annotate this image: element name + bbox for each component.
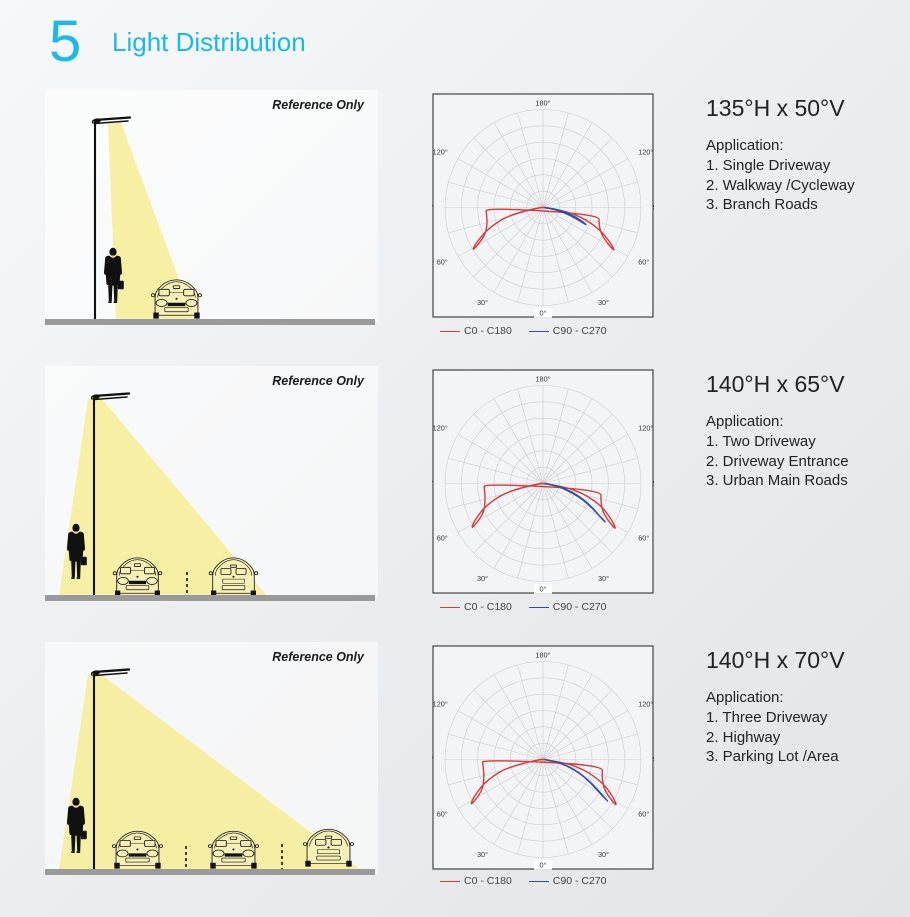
svg-text:60°: 60°: [437, 534, 448, 543]
svg-text:120°: 120°: [433, 148, 448, 157]
svg-text:180°: 180°: [535, 99, 550, 108]
svg-text:30°: 30°: [598, 850, 609, 859]
svg-text:90°: 90°: [653, 479, 654, 488]
svg-text:90°: 90°: [653, 755, 654, 764]
svg-text:120°: 120°: [433, 700, 448, 709]
svg-text:30°: 30°: [477, 850, 488, 859]
svg-text:30°: 30°: [598, 574, 609, 583]
svg-text:120°: 120°: [433, 424, 448, 433]
svg-text:30°: 30°: [598, 298, 609, 307]
svg-text:90°: 90°: [432, 203, 433, 212]
svg-text:0°: 0°: [540, 309, 547, 318]
svg-text:60°: 60°: [437, 258, 448, 267]
svg-text:0°: 0°: [540, 585, 547, 594]
svg-text:90°: 90°: [653, 203, 654, 212]
svg-text:120°: 120°: [638, 424, 653, 433]
svg-text:30°: 30°: [477, 298, 488, 307]
svg-text:60°: 60°: [638, 258, 649, 267]
svg-text:60°: 60°: [437, 810, 448, 819]
svg-text:60°: 60°: [638, 534, 649, 543]
svg-text:180°: 180°: [535, 651, 550, 660]
svg-text:30°: 30°: [477, 574, 488, 583]
svg-text:60°: 60°: [638, 810, 649, 819]
svg-text:120°: 120°: [638, 700, 653, 709]
svg-text:180°: 180°: [535, 375, 550, 384]
svg-text:90°: 90°: [432, 479, 433, 488]
svg-text:90°: 90°: [432, 755, 433, 764]
svg-text:120°: 120°: [638, 148, 653, 157]
svg-text:0°: 0°: [540, 861, 547, 870]
